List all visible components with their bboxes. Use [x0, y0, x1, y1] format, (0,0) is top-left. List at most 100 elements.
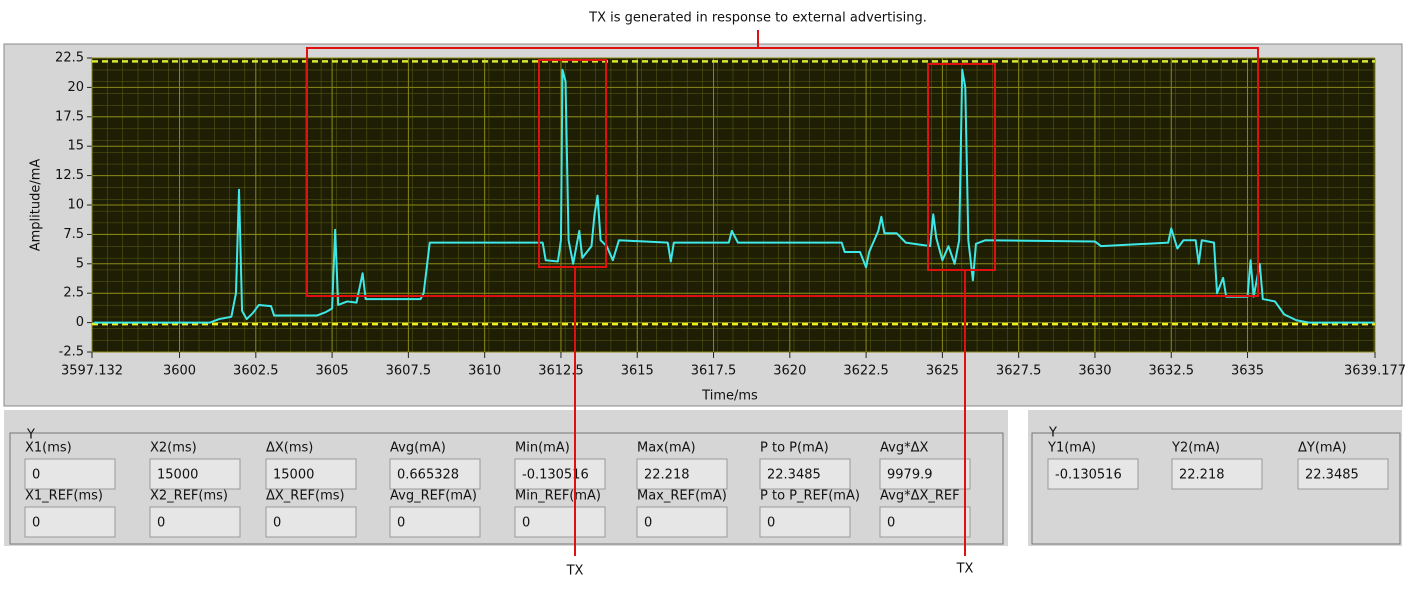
field-box [1047, 458, 1139, 490]
group-title: Y [1048, 426, 1057, 441]
y-tick-label: 20 [67, 80, 84, 95]
field-label: P to P_REF(mA) [760, 489, 860, 504]
x-axis-label: Time/ms [701, 389, 758, 404]
y-axis-label: Amplitude/mA [29, 159, 44, 252]
field-label: X1(ms) [25, 441, 72, 456]
x-tick-label: 3602.5 [233, 364, 279, 379]
field-label: ΔX(ms) [266, 441, 313, 456]
field-label: Y2(mA) [1171, 441, 1220, 456]
field-label: X2_REF(ms) [150, 489, 228, 504]
field-label: P to P(mA) [760, 441, 829, 456]
field-label: X2(ms) [150, 441, 197, 456]
field-box [24, 458, 116, 490]
field-label: ΔX_REF(ms) [266, 489, 345, 504]
x-tick-label: 3620 [773, 364, 806, 379]
field-value: 0.665328 [397, 468, 459, 483]
field-value: 22.218 [644, 468, 690, 483]
field-value: 0 [32, 516, 40, 531]
x-tick-label: 3617.5 [691, 364, 737, 379]
x-tick-label: 3639.177 [1344, 364, 1406, 379]
field-label: ΔY(mA) [1298, 441, 1347, 456]
field-box [514, 458, 606, 490]
x-tick-label: 3625 [926, 364, 959, 379]
field-value: 15000 [157, 468, 198, 483]
y-tick-label: 5 [76, 256, 84, 271]
field-label: Max(mA) [637, 441, 696, 456]
y-tick-label: 10 [67, 198, 84, 213]
group-title: Y [26, 428, 35, 443]
field-label: Avg(mA) [390, 441, 446, 456]
x-tick-label: 3600 [163, 364, 196, 379]
x-tick-label: 3612.5 [538, 364, 584, 379]
measure-group [9, 432, 1004, 545]
y-tick-label: 2.5 [63, 286, 84, 301]
field-value: 15000 [273, 468, 314, 483]
x-tick-label: 3597.132 [61, 364, 123, 379]
y-tick-label: 17.5 [55, 109, 84, 124]
y-tick-label: 12.5 [55, 168, 84, 183]
annotation: TX [956, 562, 974, 577]
y-tick-label: 22.5 [55, 51, 84, 66]
annotation: TX is generated in response to external … [588, 11, 927, 26]
x-tick-label: 3627.5 [996, 364, 1042, 379]
field-value: -0.130516 [1055, 468, 1122, 483]
field-box [265, 458, 357, 490]
field-label: Max_REF(mA) [637, 489, 727, 504]
x-tick-label: 3610 [468, 364, 501, 379]
field-box [636, 506, 728, 538]
x-tick-label: 3622.5 [843, 364, 889, 379]
field-box [389, 458, 481, 490]
field-value: 0 [767, 516, 775, 531]
field-label: X1_REF(ms) [25, 489, 103, 504]
field-value: 0 [273, 516, 281, 531]
field-box [1297, 458, 1389, 490]
y-tick-label: -2.5 [59, 345, 84, 360]
trace [94, 68, 1375, 324]
field-value: 9979.9 [887, 468, 933, 483]
fields: X1(ms) 0 X2(ms) 15000 ΔX(ms) 15000 Avg(mA) 0.66… [24, 441, 1389, 538]
y-tick-label: 7.5 [63, 227, 84, 242]
field-value: 0 [644, 516, 652, 531]
field-box [1171, 458, 1263, 490]
field-box [879, 506, 971, 538]
field-label: Avg*ΔX [880, 441, 928, 456]
field-box [149, 506, 241, 538]
x-tick-label: 3607.5 [386, 364, 432, 379]
x-tick-label: 3632.5 [1149, 364, 1195, 379]
field-box [759, 506, 851, 538]
x-tick-label: 3630 [1078, 364, 1111, 379]
x-tick-label: 3635 [1231, 364, 1264, 379]
field-box [149, 458, 241, 490]
field-box [759, 458, 851, 490]
annotation-shapes [306, 30, 1259, 556]
field-value: 22.3485 [767, 468, 821, 483]
annotation: TX [566, 564, 584, 579]
field-value: 0 [32, 468, 40, 483]
field-label: Min_REF(mA) [515, 489, 601, 504]
field-value: 0 [397, 516, 405, 531]
field-box [636, 458, 728, 490]
field-value: 0 [887, 516, 895, 531]
field-value: 22.218 [1179, 468, 1225, 483]
field-box [514, 506, 606, 538]
y-tick-label: 15 [67, 139, 84, 154]
plot [87, 57, 1376, 358]
x-tick-label: 3605 [316, 364, 349, 379]
field-label: Min(mA) [515, 441, 570, 456]
field-value: -0.130516 [522, 468, 589, 483]
field-value: 22.3485 [1305, 468, 1359, 483]
field-box [265, 506, 357, 538]
y-tick-label: 0 [76, 315, 84, 330]
cursor-group [1031, 432, 1401, 545]
field-box [389, 506, 481, 538]
field-label: Avg_REF(mA) [390, 489, 477, 504]
field-value: 0 [157, 516, 165, 531]
field-box [879, 458, 971, 490]
field-label: Y1(mA) [1047, 441, 1096, 456]
field-label: Avg*ΔX_REF [880, 489, 960, 504]
field-value: 0 [522, 516, 530, 531]
field-box [24, 506, 116, 538]
x-tick-label: 3615 [621, 364, 654, 379]
